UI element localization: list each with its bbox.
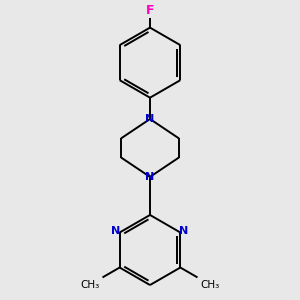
Text: N: N bbox=[146, 172, 154, 182]
Text: N: N bbox=[179, 226, 189, 236]
Text: F: F bbox=[146, 4, 154, 17]
Text: N: N bbox=[111, 226, 121, 236]
Text: CH₃: CH₃ bbox=[81, 280, 100, 290]
Text: N: N bbox=[146, 114, 154, 124]
Text: CH₃: CH₃ bbox=[200, 280, 219, 290]
